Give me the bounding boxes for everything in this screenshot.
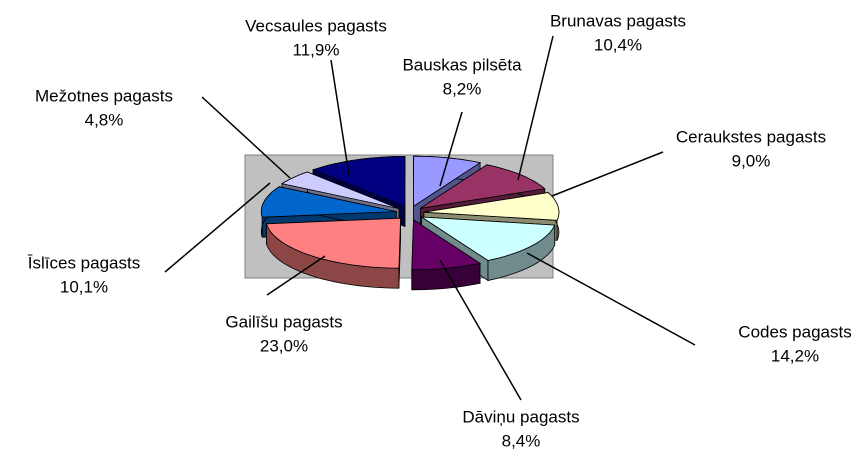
value-label: 23,0% <box>260 336 308 355</box>
leader-line <box>526 252 696 346</box>
slice <box>411 219 482 291</box>
slice-face <box>311 156 406 208</box>
slice-face <box>265 217 402 269</box>
value-label: 8,4% <box>502 431 541 450</box>
value-label: 9,0% <box>732 151 771 170</box>
slice-label: Codes pagasts <box>738 322 851 341</box>
value-label: 4,8% <box>85 110 124 129</box>
slice-face <box>420 216 556 261</box>
slice-label: Bauskas pilsēta <box>402 55 522 74</box>
slice-label: Brunavas pagasts <box>550 11 686 30</box>
slice-label: Vecsaules pagasts <box>245 16 387 35</box>
value-label: 10,1% <box>60 277 108 296</box>
slice-face <box>260 186 397 218</box>
slice-label: Gailīšu pagasts <box>225 312 342 331</box>
value-label: 14,2% <box>771 346 819 365</box>
slice-face <box>411 219 482 271</box>
leader-line <box>201 96 291 179</box>
slice-face <box>280 171 400 209</box>
slice-label: Īslīces pagasts <box>28 253 140 272</box>
leader-line <box>164 182 271 273</box>
slice-label: Ceraukstes pagasts <box>676 127 826 146</box>
slice-face <box>420 164 546 209</box>
leader-line <box>439 259 522 401</box>
leader-line <box>330 59 350 176</box>
slice <box>265 217 402 289</box>
value-label: 11,9% <box>293 40 340 59</box>
slice-face <box>423 192 560 221</box>
slice-label: Dāviņu pagasts <box>462 407 579 426</box>
value-label: 10,4% <box>594 35 642 54</box>
leader-line <box>551 151 664 197</box>
value-label: 8,2% <box>443 79 482 98</box>
slice-label: Mežotnes pagasts <box>35 86 173 105</box>
leader-line <box>439 111 463 187</box>
leader-line <box>266 255 326 296</box>
leader-line <box>517 35 554 181</box>
